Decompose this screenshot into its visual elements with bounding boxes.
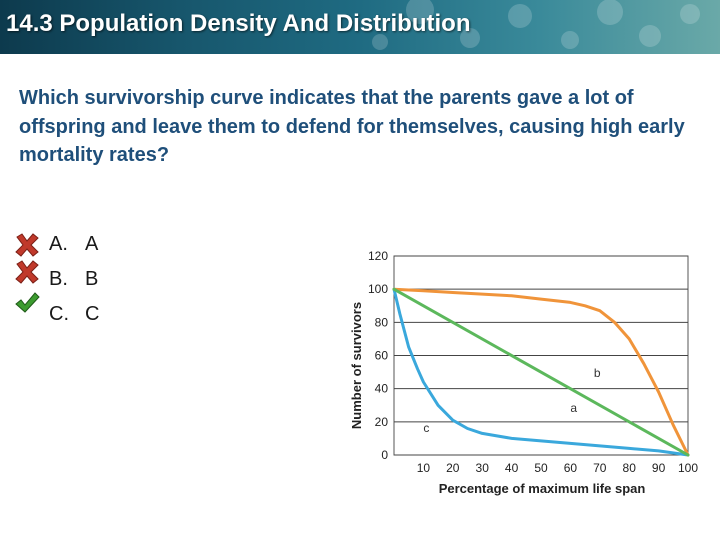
- answer-text: B: [85, 268, 99, 290]
- page-title: 14.3 Population Density And Distribution: [6, 10, 471, 37]
- y-tick-label: 100: [368, 282, 388, 296]
- x-tick-label: 60: [564, 461, 578, 475]
- y-tick-label: 80: [375, 315, 389, 329]
- curve-label-c: c: [423, 421, 429, 435]
- answer-list: A. A B. B C. C: [14, 230, 154, 335]
- x-tick-label: 30: [476, 461, 490, 475]
- x-tick-label: 80: [623, 461, 637, 475]
- y-axis-title: Number of survivors: [349, 302, 364, 429]
- x-tick-label: 40: [505, 461, 519, 475]
- y-tick-label: 20: [375, 415, 389, 429]
- y-tick-label: 60: [375, 349, 389, 363]
- curve-label-b: b: [594, 366, 601, 380]
- answer-option-a[interactable]: A. A: [14, 230, 154, 265]
- answer-option-b[interactable]: B. B: [14, 260, 154, 300]
- answer-text: C: [85, 303, 100, 325]
- x-tick-label: 70: [593, 461, 607, 475]
- x-tick-label: 10: [417, 461, 431, 475]
- x-tick-label: 20: [446, 461, 460, 475]
- header-banner: 14.3 Population Density And Distribution: [0, 0, 720, 54]
- green-check-icon: [15, 292, 40, 313]
- x-tick-label: 100: [678, 461, 698, 475]
- curve-label-a: a: [570, 401, 577, 415]
- x-tick-label: 90: [652, 461, 666, 475]
- x-axis-title: Percentage of maximum life span: [439, 481, 646, 496]
- x-tick-label: 50: [534, 461, 548, 475]
- question-text: Which survivorship curve indicates that …: [19, 87, 685, 166]
- red-x-icon: [15, 233, 39, 257]
- series-line-c: [392, 287, 690, 457]
- answer-option-c[interactable]: C. C: [14, 292, 154, 335]
- series-line-b: [392, 287, 690, 457]
- y-tick-label: 120: [368, 249, 388, 263]
- answer-letter: A.: [49, 233, 68, 255]
- red-x-icon: [15, 260, 39, 284]
- y-tick-label: 0: [381, 448, 388, 462]
- survivorship-chart: 0 20 40 60 80 100 120 10 20 30 40 50 60 70 80 90 100 Perc…: [349, 249, 698, 496]
- answer-letter: B.: [49, 268, 68, 290]
- answer-letter: C.: [49, 303, 69, 325]
- answer-text: A: [85, 233, 99, 255]
- y-tick-label: 40: [375, 382, 389, 396]
- series-line-a: [392, 287, 690, 457]
- banner-texture: [372, 0, 700, 50]
